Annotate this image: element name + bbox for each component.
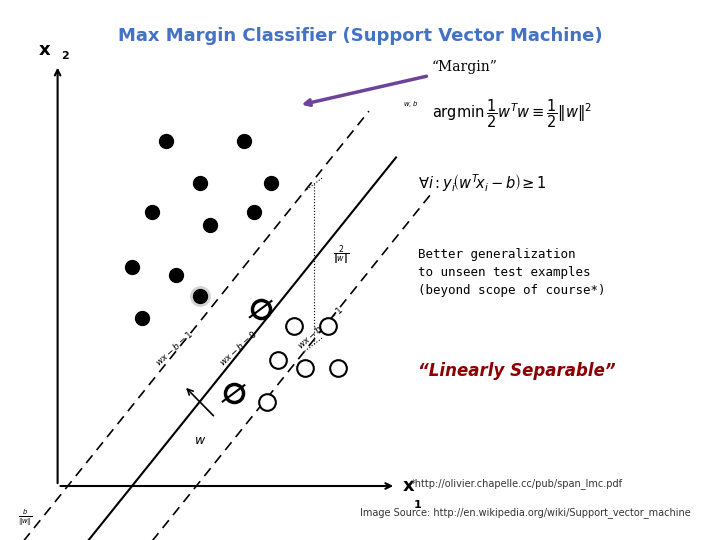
Text: x: x (39, 42, 50, 59)
Text: $\frac{2}{\|w\|}$: $\frac{2}{\|w\|}$ (333, 244, 350, 267)
Text: $\frac{b}{\|w\|}$: $\frac{b}{\|w\|}$ (18, 508, 32, 528)
Text: Image Source: http://en.wikipedia.org/wiki/Support_vector_machine: Image Source: http://en.wikipedia.org/wi… (360, 508, 690, 518)
Text: $wx-b=0$: $wx-b=0$ (217, 328, 259, 368)
Text: Max Margin Classifier (Support Vector Machine): Max Margin Classifier (Support Vector Ma… (117, 27, 603, 45)
Text: “Linearly Separable”: “Linearly Separable” (418, 362, 615, 380)
Text: $\forall i: y_i\!\left(w^T\!x_i - b\right)\!\geq 1$: $\forall i: y_i\!\left(w^T\!x_i - b\righ… (418, 173, 546, 194)
Text: $\underset{w,b}{}$: $\underset{w,b}{}$ (403, 97, 418, 110)
Text: x: x (403, 477, 415, 495)
Text: $wx-b=-1$: $wx-b=-1$ (294, 304, 346, 351)
Text: 1: 1 (414, 500, 422, 510)
Text: $w$: $w$ (194, 434, 206, 447)
Text: Better generalization
to unseen test examples
(beyond scope of course*): Better generalization to unseen test exa… (418, 248, 605, 298)
Text: 2: 2 (61, 51, 69, 62)
Text: *http://olivier.chapelle.cc/pub/span_lmc.pdf: *http://olivier.chapelle.cc/pub/span_lmc… (410, 478, 622, 489)
Text: “Margin”: “Margin” (305, 60, 498, 105)
Text: $\mathrm{argmin}\,\dfrac{1}{2}w^Tw \equiv \dfrac{1}{2}\|w\|^2$: $\mathrm{argmin}\,\dfrac{1}{2}w^Tw \equi… (432, 97, 592, 130)
Text: $wx-b=1$: $wx-b=1$ (153, 328, 195, 368)
